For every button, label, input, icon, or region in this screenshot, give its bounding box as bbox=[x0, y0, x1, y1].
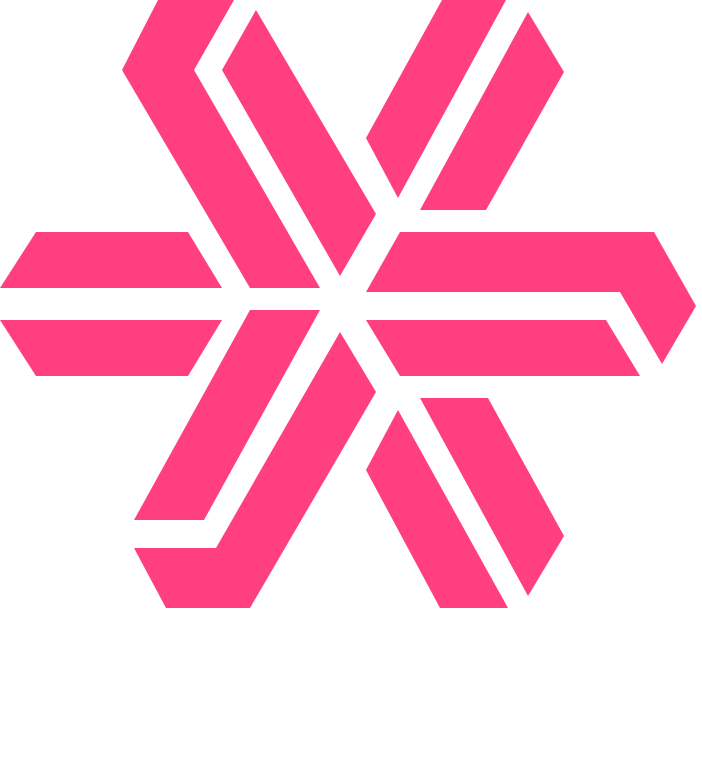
logo-bar-left-upper bbox=[0, 232, 222, 288]
logo-bar-upper-right-long bbox=[420, 12, 564, 210]
logo-bar-upper-left-inner bbox=[222, 10, 376, 276]
logo-bar-lower-right-long bbox=[420, 398, 564, 596]
logo-bar-upper-left-hook bbox=[122, 0, 320, 288]
logo-shapes bbox=[0, 0, 696, 608]
logo-bar-upper-right-short bbox=[366, 0, 506, 198]
logo-bar-lower-left-hook bbox=[134, 332, 376, 608]
logo-bar-right-hook bbox=[366, 232, 696, 364]
logo-bar-lower-left-long bbox=[134, 310, 320, 520]
logo-bar-lower-right-short bbox=[366, 410, 508, 608]
logo-bar-left-lower bbox=[0, 320, 222, 376]
logo-bar-right-lower bbox=[366, 320, 640, 376]
